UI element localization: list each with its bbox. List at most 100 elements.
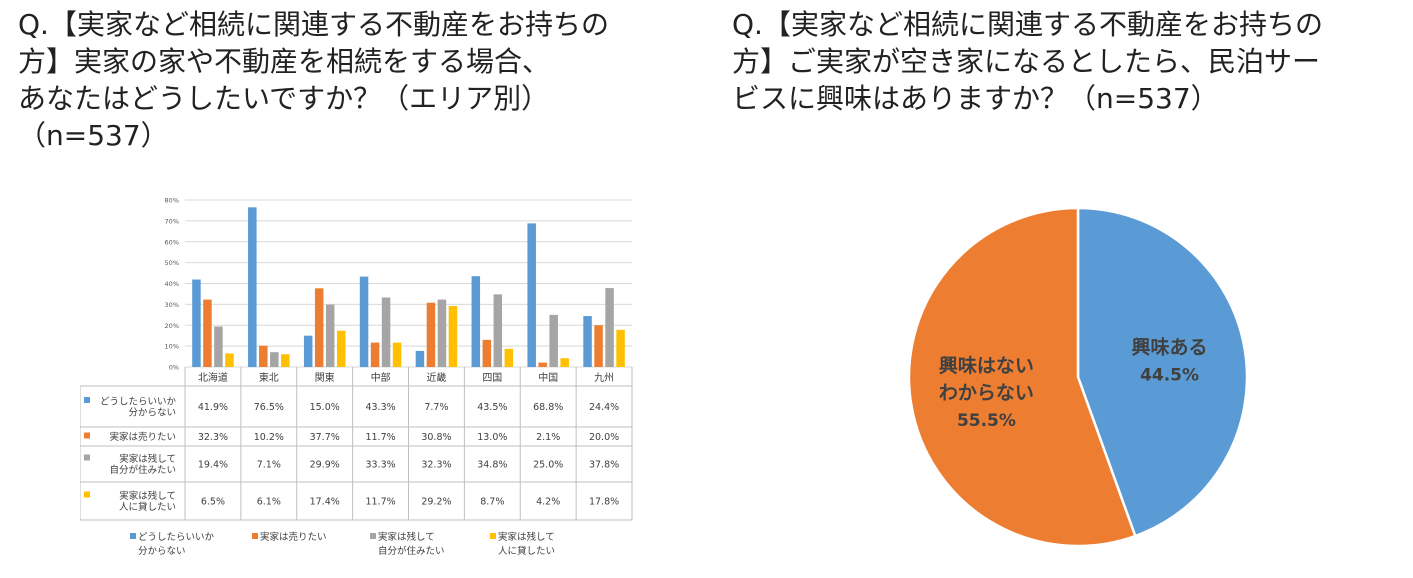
bar xyxy=(594,325,603,367)
table-value: 19.4% xyxy=(198,460,228,471)
bar xyxy=(549,314,558,367)
table-value: 11.7% xyxy=(365,497,395,508)
bar xyxy=(381,297,391,367)
y-tick-label: 70% xyxy=(165,217,179,225)
table-value: 13.0% xyxy=(477,432,507,443)
table-value: 43.5% xyxy=(477,402,507,413)
table-value: 37.7% xyxy=(310,432,340,443)
bar xyxy=(248,207,257,367)
table-value: 6.1% xyxy=(257,497,281,508)
bar xyxy=(392,342,402,367)
bar xyxy=(281,354,290,367)
legend-label: どうしたらいいか xyxy=(138,532,215,543)
table-legend-key xyxy=(84,454,90,461)
y-tick-label: 60% xyxy=(165,238,179,246)
table-value: 20.0% xyxy=(589,432,619,443)
bar xyxy=(471,276,481,367)
bar xyxy=(482,339,492,367)
table-value: 29.9% xyxy=(310,460,340,471)
bar xyxy=(605,288,614,367)
bar xyxy=(560,358,569,367)
bar xyxy=(336,330,346,367)
bar-chart-with-data-table: 0% 10% 20% 30% 40% 50% 60% 70% 80% 北海道 東北 関東 中部 近畿 四国 中… xyxy=(80,197,633,557)
pie-slice xyxy=(907,206,1137,548)
bar xyxy=(259,345,268,367)
bar xyxy=(314,288,324,367)
table-value: 8.7% xyxy=(480,497,504,508)
bar xyxy=(370,342,380,367)
bar xyxy=(583,316,592,367)
table-value: 30.8% xyxy=(421,432,451,443)
bar xyxy=(192,279,201,367)
legend-label: 人に貸したい xyxy=(498,545,555,557)
y-tick-label: 20% xyxy=(165,322,179,330)
category-label: 近畿 xyxy=(426,371,446,384)
bar xyxy=(616,329,625,367)
y-tick-label: 80% xyxy=(165,197,179,205)
table-value: 76.5% xyxy=(254,402,284,413)
y-tick-label: 30% xyxy=(165,301,179,309)
table-value: 17.8% xyxy=(589,497,619,508)
bar xyxy=(203,299,212,367)
table-value: 10.2% xyxy=(254,432,284,443)
table-value: 4.2% xyxy=(536,497,560,508)
pie-category-label: わからない xyxy=(939,382,1034,404)
table-value: 2.1% xyxy=(536,432,560,443)
y-tick-label: 40% xyxy=(165,280,179,288)
left-chart-title: Q.【実家など相続に関連する不動産をお持ちの 方】実家の家や不動産を相続をする場… xyxy=(18,8,609,152)
pie-slice xyxy=(1076,206,1249,538)
legend-label: 自分が住みたい xyxy=(378,545,445,557)
pie-value-label: 55.5% xyxy=(957,411,1016,431)
y-tick-label: 10% xyxy=(165,343,179,351)
bar xyxy=(325,304,335,367)
table-value: 37.8% xyxy=(589,460,619,471)
table-row-label: 人に貸したい xyxy=(119,501,176,513)
category-label: 四国 xyxy=(482,372,502,384)
category-label: 東北 xyxy=(259,371,279,384)
bar xyxy=(527,223,536,367)
table-value: 17.4% xyxy=(310,497,340,508)
y-tick-label: 50% xyxy=(165,259,179,267)
table-value: 43.3% xyxy=(365,402,395,413)
table-value: 41.9% xyxy=(198,402,228,413)
category-label: 中国 xyxy=(538,371,558,384)
legend-key xyxy=(252,533,258,539)
legend-key xyxy=(490,533,496,539)
table-value: 25.0% xyxy=(533,460,563,471)
table-value: 6.5% xyxy=(201,497,225,508)
table-value: 11.7% xyxy=(365,432,395,443)
table-row-label: 実家は残して xyxy=(119,490,176,502)
table-value: 33.3% xyxy=(365,460,395,471)
table-value: 34.8% xyxy=(477,460,507,471)
legend-key xyxy=(370,533,376,539)
table-value: 24.4% xyxy=(589,402,619,413)
table-row-label: 自分が住みたい xyxy=(109,464,176,476)
table-row-label: 実家は残して xyxy=(119,453,176,465)
category-label: 関東 xyxy=(315,371,335,384)
bar xyxy=(270,352,279,367)
category-label: 九州 xyxy=(594,372,614,384)
table-value: 68.8% xyxy=(533,402,563,413)
bar xyxy=(303,335,313,367)
table-legend-key xyxy=(84,397,90,403)
bar xyxy=(437,299,447,367)
category-label: 中部 xyxy=(371,371,391,384)
legend-label: 実家は残して xyxy=(498,531,555,543)
bar xyxy=(415,350,425,367)
category-label: 北海道 xyxy=(198,371,228,384)
table-row-label: 実家は売りたい xyxy=(109,431,176,443)
legend-key xyxy=(130,533,136,539)
bar xyxy=(493,294,503,367)
bar xyxy=(426,302,436,367)
legend-label: 実家は残して xyxy=(378,531,435,543)
table-value: 29.2% xyxy=(421,497,451,508)
legend-label: 分からない xyxy=(138,546,186,557)
table-legend-key xyxy=(84,491,90,498)
pie-category-label: 興味ある xyxy=(1132,337,1208,359)
bar xyxy=(225,353,234,367)
bar xyxy=(448,306,458,367)
table-row-label: 分からない xyxy=(128,408,176,419)
bar xyxy=(359,276,369,367)
table-row-label: どうしたらいいか xyxy=(100,397,177,408)
